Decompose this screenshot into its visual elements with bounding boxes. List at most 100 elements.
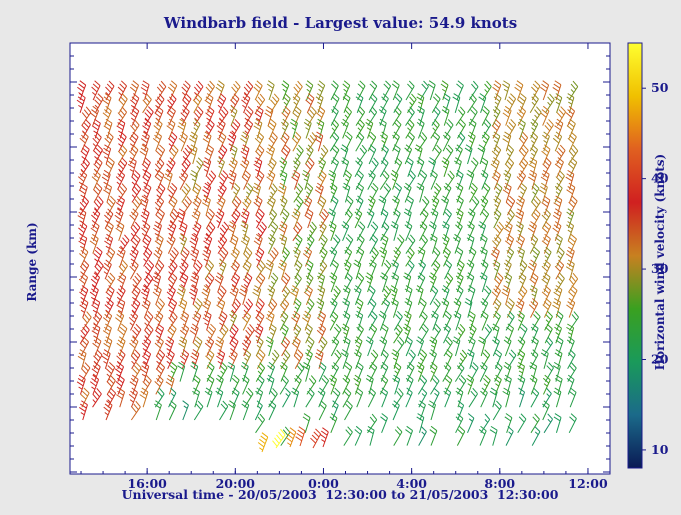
- wind-barb: [567, 131, 577, 152]
- wind-barb: [240, 221, 249, 241]
- wind-barb: [154, 400, 162, 421]
- wind-barb: [503, 361, 512, 382]
- wind-barb: [219, 400, 229, 421]
- wind-barb: [419, 196, 430, 216]
- wind-barb: [139, 387, 149, 408]
- wind-barb: [331, 387, 341, 408]
- wind-barb: [430, 169, 438, 190]
- wind-barb: [179, 233, 188, 254]
- wind-barb: [430, 375, 440, 395]
- wind-barb: [441, 105, 450, 126]
- wind-barb: [405, 374, 414, 395]
- wind-barb: [266, 80, 275, 101]
- wind-barb: [190, 349, 200, 369]
- wind-barb: [206, 323, 217, 344]
- wind-barb: [393, 323, 403, 344]
- wind-barb: [552, 131, 563, 152]
- wind-barb: [405, 425, 414, 446]
- wind-barb: [91, 80, 101, 101]
- wind-barb: [503, 169, 512, 190]
- wind-barb: [254, 105, 264, 126]
- wind-barb: [268, 323, 277, 344]
- wind-barb: [154, 374, 164, 395]
- wind-barb: [491, 285, 501, 306]
- wind-barb: [367, 195, 376, 216]
- wind-barb: [106, 387, 117, 408]
- wind-barb: [177, 118, 187, 139]
- wind-barb: [165, 374, 175, 395]
- wind-barb: [117, 80, 128, 101]
- wind-barb: [468, 323, 477, 344]
- wind-barb: [93, 246, 103, 267]
- wind-barb: [127, 157, 137, 177]
- wind-barb: [405, 80, 415, 101]
- wind-barb: [366, 425, 375, 446]
- wind-barb: [456, 195, 464, 216]
- wind-barb: [405, 234, 416, 254]
- wind-barb: [180, 246, 190, 267]
- wind-barb: [294, 195, 304, 216]
- wind-barb: [103, 400, 113, 421]
- wind-barb: [292, 105, 302, 126]
- wind-barb: [115, 221, 125, 241]
- wind-barb: [378, 118, 387, 139]
- wind-barb: [367, 106, 378, 126]
- wind-barb: [455, 323, 466, 344]
- wind-barb: [467, 310, 476, 331]
- wind-barb: [81, 106, 92, 126]
- wind-barb: [344, 361, 353, 382]
- wind-barb: [91, 169, 101, 190]
- wind-barb: [255, 387, 264, 408]
- wind-barb: [467, 413, 475, 433]
- wind-barb: [529, 272, 539, 293]
- wind-barb: [219, 323, 229, 344]
- wind-barb: [240, 208, 250, 229]
- wind-barb: [354, 425, 363, 446]
- wind-barb: [214, 272, 224, 293]
- wind-barb: [89, 233, 99, 254]
- wind-barb: [328, 221, 337, 241]
- wind-barb: [255, 208, 265, 229]
- wind-barb: [280, 131, 290, 152]
- wind-barb: [455, 413, 464, 434]
- wind-barb: [441, 221, 450, 241]
- wind-barb: [93, 182, 103, 203]
- wind-barb: [481, 131, 490, 152]
- wind-barb: [78, 233, 88, 254]
- wind-barb: [182, 400, 189, 421]
- wind-barb: [80, 362, 91, 382]
- wind-barb: [366, 208, 375, 229]
- wind-barb: [329, 182, 338, 203]
- wind-barb: [432, 182, 442, 203]
- wind-barb: [244, 324, 255, 344]
- wind-barb: [319, 246, 328, 267]
- wind-barb: [255, 260, 266, 280]
- wind-barb: [203, 233, 213, 254]
- wind-barb: [294, 234, 303, 254]
- wind-barb: [368, 80, 378, 101]
- wind-barb: [344, 272, 353, 293]
- wind-barb: [367, 298, 377, 318]
- chart-title: Windbarb field - Largest value: 54.9 kno…: [163, 14, 518, 32]
- wind-barb: [231, 208, 241, 229]
- wind-barb: [81, 311, 92, 331]
- wind-barb: [493, 374, 502, 395]
- wind-barb: [316, 118, 325, 139]
- wind-barb: [166, 233, 176, 254]
- wind-barb: [106, 374, 116, 395]
- wind-barb: [319, 208, 329, 229]
- wind-barb: [280, 247, 290, 267]
- wind-barb: [217, 144, 228, 165]
- wind-barb: [141, 157, 151, 178]
- wind-barb: [292, 272, 302, 293]
- wind-barb: [329, 119, 339, 139]
- x-axis-label: Universal time - 20/05/2003 12:30:00 to …: [121, 487, 559, 502]
- wind-barb: [118, 323, 128, 344]
- wind-barb: [141, 221, 151, 242]
- wind-barb: [542, 400, 550, 421]
- wind-barb: [302, 361, 311, 382]
- wind-barb: [130, 349, 141, 370]
- wind-barb: [418, 297, 427, 318]
- wind-barb: [104, 208, 114, 229]
- wind-barb: [154, 195, 165, 216]
